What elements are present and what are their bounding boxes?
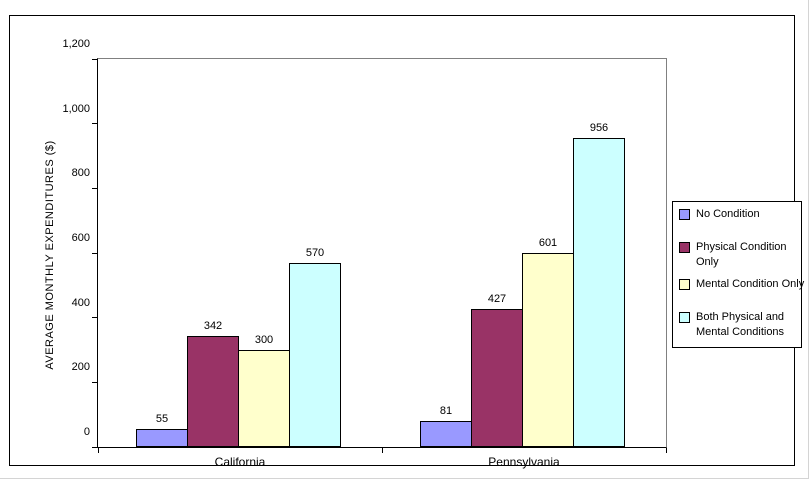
bar-pennsylvania-series-3: [522, 253, 574, 447]
bar-california-series-3: [238, 350, 290, 447]
y-tick-label: 400: [71, 296, 90, 309]
bar-value-label: 570: [305, 247, 325, 259]
y-tick-label: 200: [71, 361, 90, 374]
bar-value-label: 601: [538, 237, 558, 249]
y-tick-label: 1,200: [62, 38, 90, 50]
y-axis-tick: [92, 187, 97, 189]
plot-area: 55 342 300 570 California 81 427 601 956 Pennsylv…: [92, 58, 667, 469]
legend: No Condition Physical Condition Only Mental…: [672, 201, 804, 348]
y-axis-tick: [92, 123, 97, 125]
y-axis-tick: [92, 317, 97, 319]
bar-value-label: 342: [203, 320, 223, 332]
bar-pennsylvania-series-1: [420, 421, 472, 447]
legend-item: Both Physical and Mental Conditions: [679, 310, 799, 340]
bar-california-series-1: [136, 429, 188, 447]
y-axis-tick: [92, 446, 97, 448]
bar-value-label: 956: [589, 122, 609, 134]
chart-frame: AVERAGE MONTHLY EXPENDITURES ($) 0 200 400…: [9, 15, 804, 469]
bar-value-label: 300: [254, 334, 274, 346]
bar-pennsylvania-series-4: [573, 138, 625, 447]
bar-california-series-4: [289, 263, 341, 447]
bar-value-label: 427: [487, 293, 507, 305]
bar-value-label: 55: [155, 413, 169, 425]
legend-item: No Condition: [679, 207, 799, 222]
bar-california-series-2: [187, 336, 239, 447]
x-axis-tick: [97, 448, 99, 453]
y-axis-tick: [92, 381, 97, 383]
x-axis-tick: [665, 448, 667, 453]
bar-pennsylvania-series-2: [471, 309, 523, 447]
y-tick-label: 0: [83, 426, 90, 438]
y-axis-tick: [92, 252, 97, 254]
y-tick-label: 800: [71, 167, 90, 180]
category-label: Pennsylvania: [488, 455, 560, 469]
legend-item: Physical Condition Only: [679, 240, 799, 270]
y-tick-label: 600: [71, 232, 90, 244]
legend-label: No Condition: [696, 208, 760, 220]
legend-swatch: [679, 279, 690, 290]
category-label: California: [214, 455, 266, 469]
y-axis-tick: [92, 58, 97, 60]
legend-swatch: [679, 242, 690, 253]
legend-label: Mental Condition Only: [696, 278, 805, 290]
legend-label: Physical Condition Only: [696, 241, 787, 268]
legend-label: Both Physical and Mental Conditions: [696, 311, 785, 338]
legend-swatch: [679, 209, 690, 220]
y-tick-label: 1,000: [62, 102, 90, 115]
bar-value-label: 81: [439, 405, 453, 417]
legend-item: Mental Condition Only: [679, 277, 804, 292]
x-axis-tick: [381, 448, 383, 453]
legend-swatch: [679, 312, 690, 323]
